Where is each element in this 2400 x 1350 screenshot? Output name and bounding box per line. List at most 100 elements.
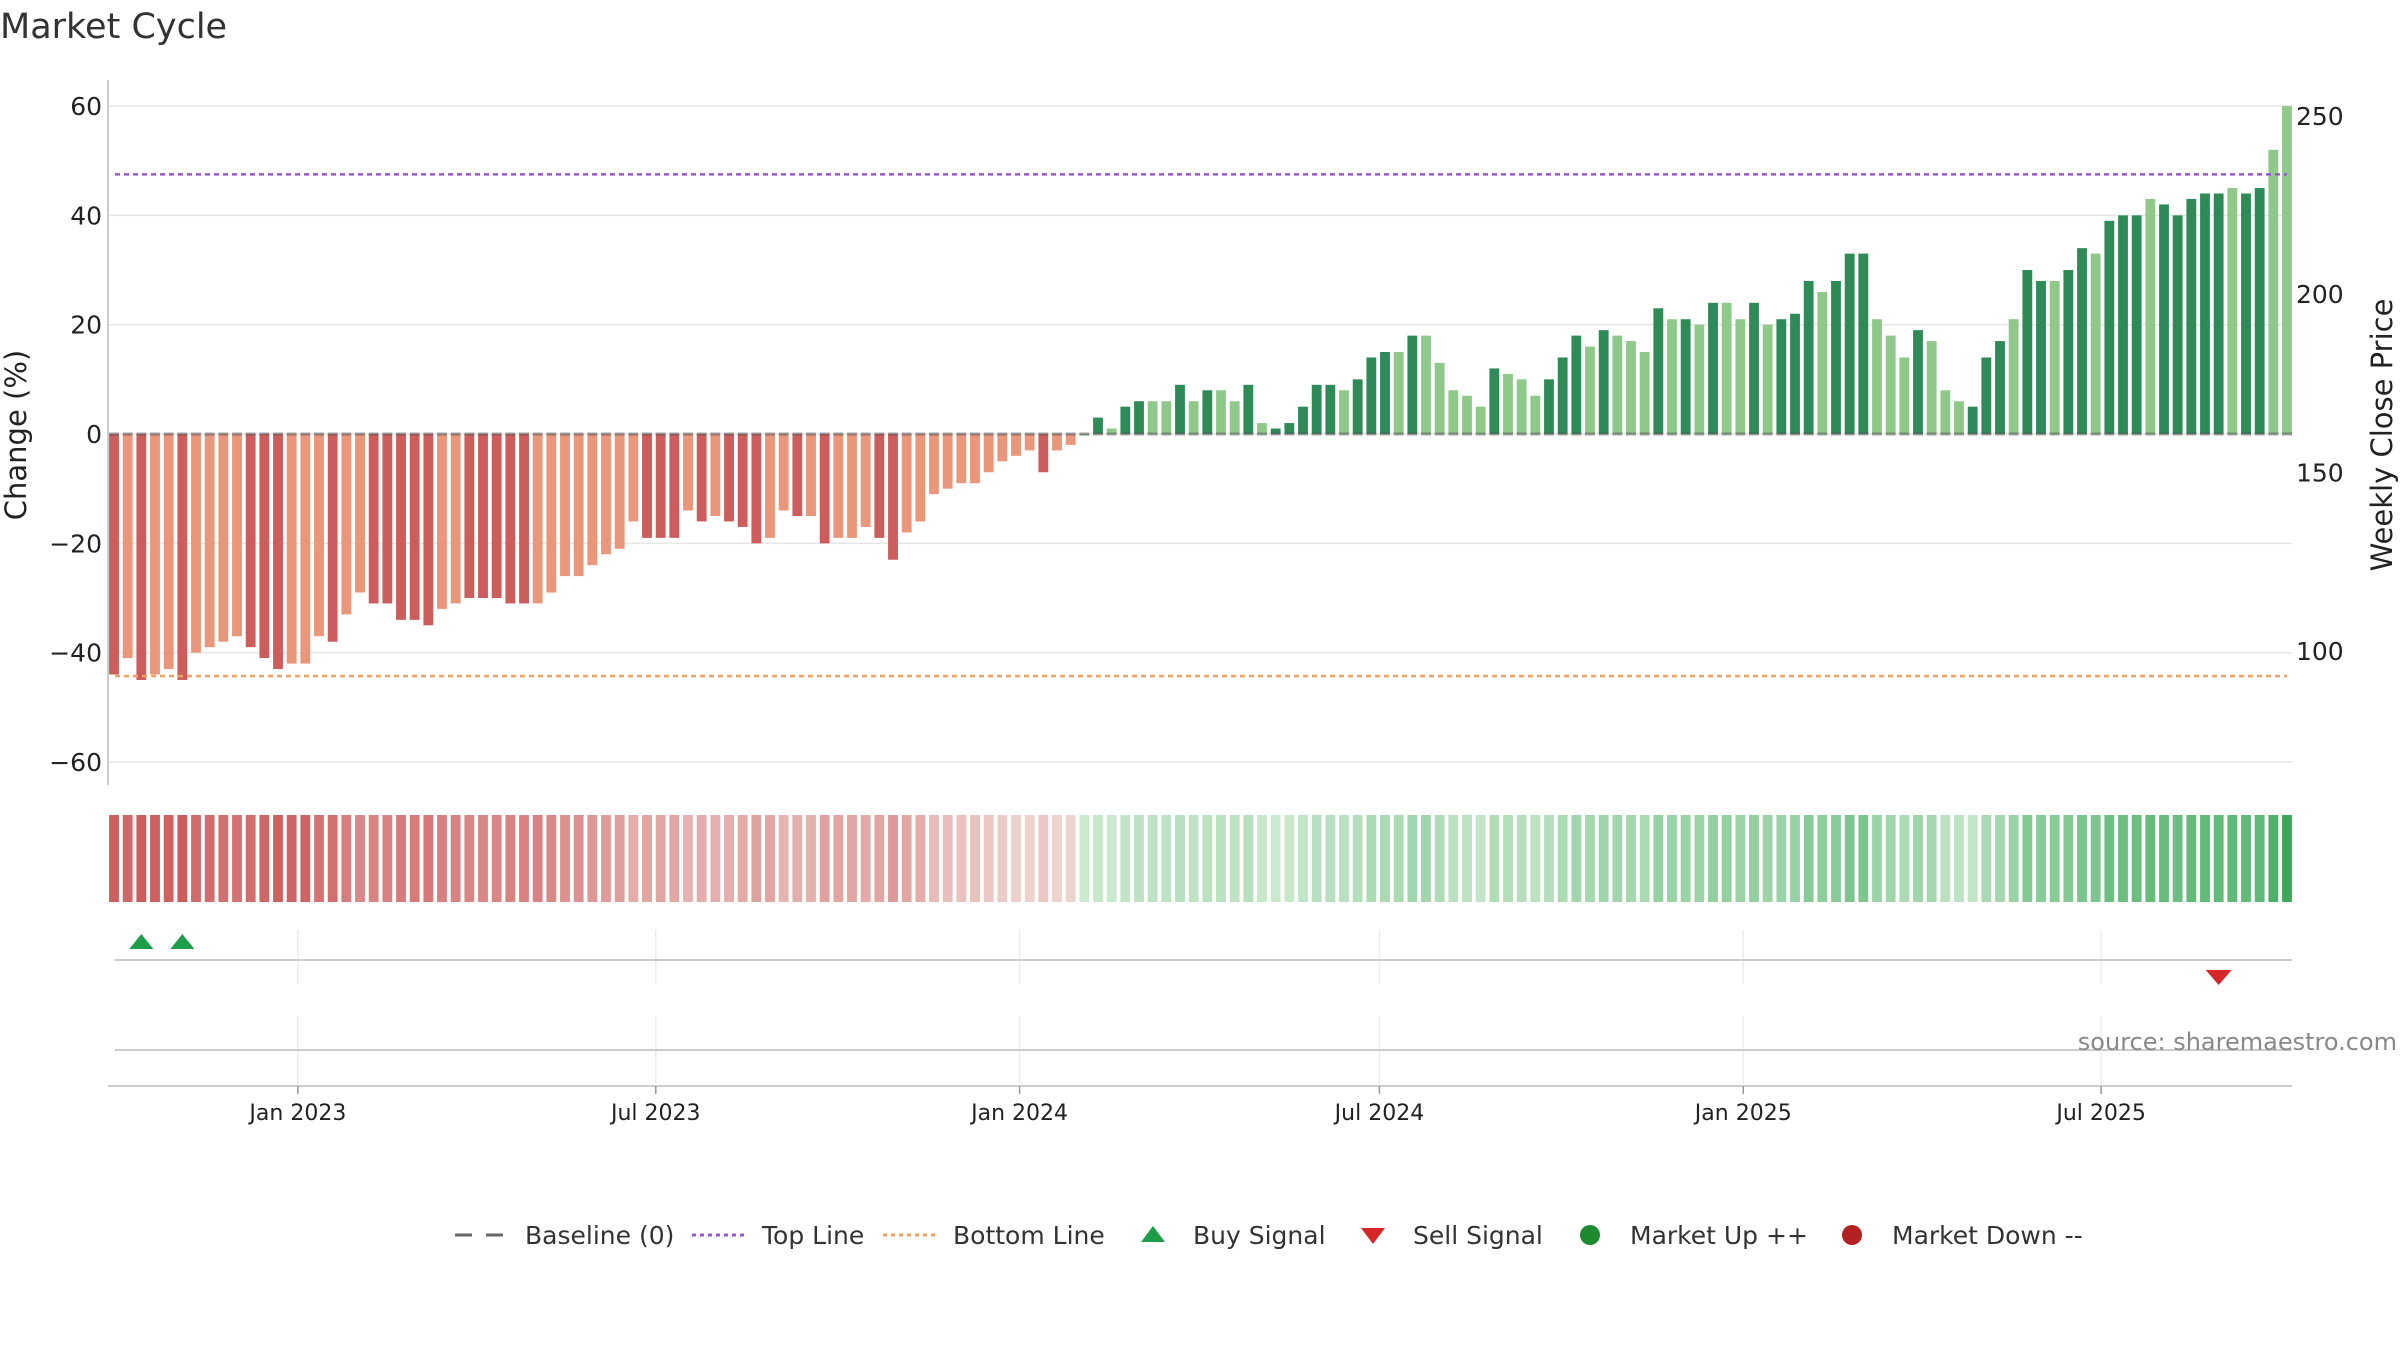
baseline-marker xyxy=(560,432,570,436)
cycle-strip-cell xyxy=(642,815,652,902)
baseline-marker xyxy=(300,432,311,436)
baseline-marker xyxy=(573,432,584,436)
change-bar xyxy=(2104,220,2115,434)
baseline-marker xyxy=(1844,432,1855,436)
baseline-marker xyxy=(587,432,598,436)
cycle-strip-cell xyxy=(368,815,379,902)
baseline-marker xyxy=(150,432,160,436)
baseline-marker xyxy=(505,432,516,436)
baseline-marker xyxy=(1134,432,1144,436)
baseline-marker xyxy=(1872,432,1882,436)
cycle-strip-cell xyxy=(1284,815,1295,902)
change-bar xyxy=(1380,352,1390,434)
x-tick-label: Jul 2025 xyxy=(2054,1101,2146,1126)
baseline-marker xyxy=(1257,432,1267,436)
legend-marker xyxy=(1361,1228,1385,1244)
baseline-marker xyxy=(409,432,420,436)
cycle-strip-cell xyxy=(1708,815,1718,902)
change-bar xyxy=(765,434,775,538)
baseline-marker xyxy=(1475,432,1486,436)
sell-signal-marker xyxy=(2205,970,2232,985)
baseline-marker xyxy=(970,432,980,436)
baseline-marker xyxy=(1967,432,1978,436)
cycle-strip-cell xyxy=(1366,815,1377,902)
cycle-strip-cell xyxy=(1872,815,1882,902)
baseline-marker xyxy=(519,432,529,436)
cycle-strip-cell xyxy=(1667,815,1677,902)
baseline-marker xyxy=(218,432,229,436)
change-bar xyxy=(1749,302,1759,434)
change-bar xyxy=(1489,368,1500,434)
change-bar xyxy=(696,434,707,522)
change-bar xyxy=(1680,319,1691,434)
cycle-strip-cell xyxy=(273,815,283,902)
cycle-strip-cell xyxy=(437,815,447,902)
change-bar xyxy=(1024,434,1035,451)
cycle-strip-cell xyxy=(1776,815,1787,902)
change-bar xyxy=(1803,280,1814,434)
change-bar xyxy=(2227,188,2238,434)
legend-item: Bottom Line xyxy=(883,1221,1105,1250)
change-bar xyxy=(587,434,598,566)
baseline-marker xyxy=(2241,432,2251,436)
baseline-marker xyxy=(2131,432,2142,436)
baseline-marker xyxy=(2145,432,2156,436)
change-bar xyxy=(2063,270,2074,434)
baseline-marker xyxy=(1776,432,1787,436)
cycle-strip xyxy=(109,815,2292,902)
change-bar xyxy=(1202,390,1213,434)
change-bar xyxy=(1065,434,1076,445)
change-bar xyxy=(546,434,557,593)
cycle-strip-cell xyxy=(860,815,871,902)
cycle-strip-cell xyxy=(1995,815,2005,902)
legend-marker xyxy=(1580,1225,1600,1245)
change-bar xyxy=(382,434,393,604)
cycle-strip-cell xyxy=(2049,815,2060,902)
baseline-marker xyxy=(2282,432,2292,436)
change-bar xyxy=(2145,198,2156,434)
baseline-marker xyxy=(1831,432,1841,436)
baseline-marker xyxy=(888,432,898,436)
baseline-marker xyxy=(669,432,680,436)
cycle-strip-cell xyxy=(2145,815,2156,902)
baseline-marker xyxy=(833,432,844,436)
baseline-marker xyxy=(2090,432,2101,436)
baseline-marker xyxy=(2063,432,2074,436)
cycle-strip-cell xyxy=(150,815,160,902)
change-bar xyxy=(942,434,953,489)
cycle-strip-cell xyxy=(1407,815,1418,902)
cycle-strip-cell xyxy=(2268,815,2279,902)
baseline-marker xyxy=(2254,432,2265,436)
cycle-strip-cell xyxy=(2159,815,2169,902)
cycle-strip-cell xyxy=(1612,815,1623,902)
cycle-strip-cell xyxy=(2008,815,2019,902)
change-bar xyxy=(2036,280,2046,434)
baseline-marker xyxy=(2118,432,2128,436)
change-bar xyxy=(519,434,529,604)
cycle-strip-cell xyxy=(847,815,857,902)
cycle-strip-cell xyxy=(218,815,229,902)
cycle-strip-cell xyxy=(1803,815,1814,902)
baseline-marker xyxy=(1954,432,1964,436)
baseline-marker xyxy=(806,432,816,436)
baseline-marker xyxy=(1448,432,1459,436)
change-bar xyxy=(1462,395,1472,434)
cycle-strip-cell xyxy=(122,815,133,902)
cycle-strip-cell xyxy=(2090,815,2101,902)
change-bar xyxy=(628,434,639,522)
legend-item: Market Down -- xyxy=(1842,1221,2083,1250)
baseline-marker xyxy=(1175,432,1185,436)
baseline-marker xyxy=(1462,432,1472,436)
cycle-strip-cell xyxy=(710,815,721,902)
baseline-marker xyxy=(1421,432,1431,436)
cycle-strip-cell xyxy=(2172,815,2183,902)
baseline-marker xyxy=(2200,432,2210,436)
cycle-strip-cell xyxy=(1981,815,1992,902)
cycle-strip-cell xyxy=(696,815,707,902)
baseline-marker xyxy=(2008,432,2019,436)
cycle-strip-cell xyxy=(300,815,311,902)
change-bar xyxy=(314,434,324,637)
cycle-strip-cell xyxy=(1858,815,1869,902)
market-panel: source: sharemaestro.com xyxy=(108,1016,2397,1087)
cycle-strip-cell xyxy=(1325,815,1336,902)
